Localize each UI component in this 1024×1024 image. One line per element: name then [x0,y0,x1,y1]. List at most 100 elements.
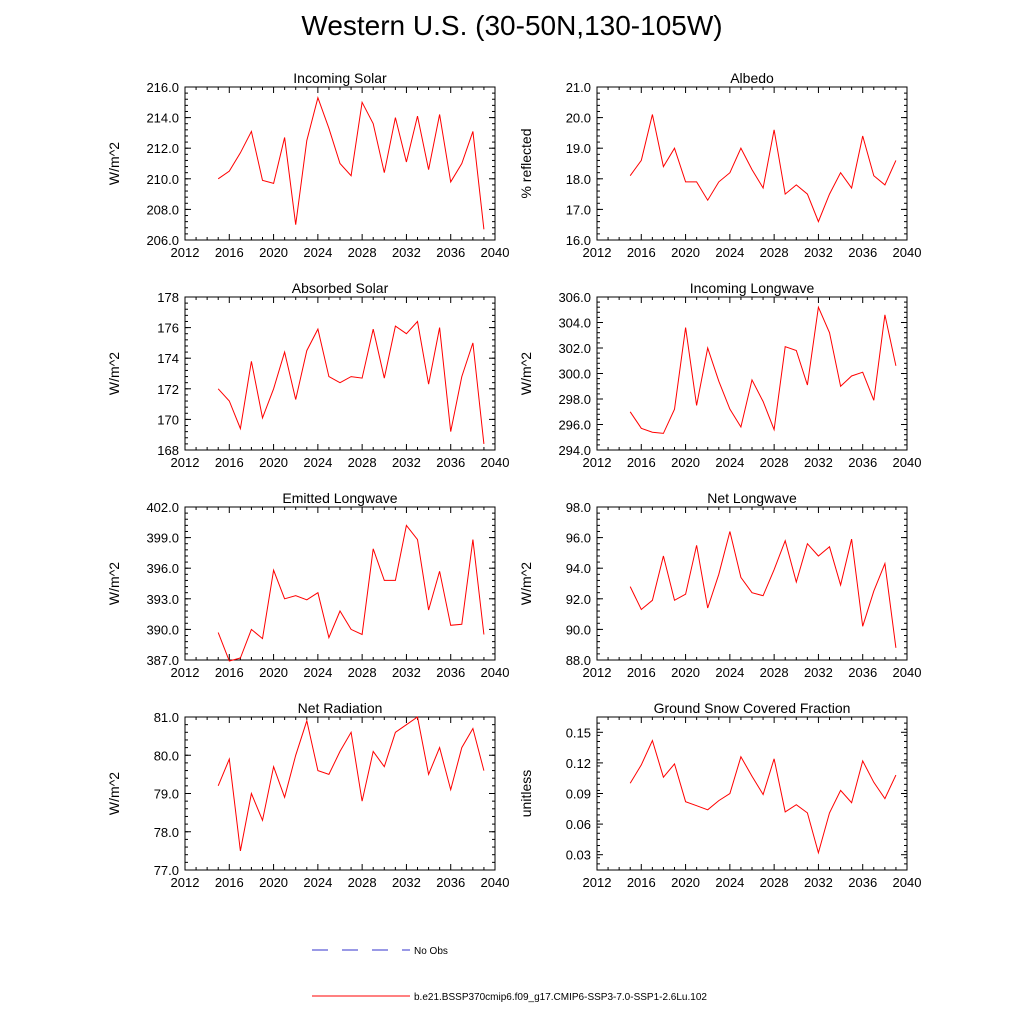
x-tick-label: 2024 [303,455,332,470]
x-tick-label: 2016 [627,875,656,890]
y-tick-label: 176 [157,321,179,336]
series-line-1 [217,524,485,662]
y-tick-label: 170 [157,412,179,427]
chart-panel-6: 2012 2016 2020 2024 2028 2032 2036 2040 88.0 90.0… [518,490,921,680]
x-tick-label: 2020 [671,875,700,890]
x-tick-label: 2016 [627,665,656,680]
y-tick-label: 88.0 [566,653,591,668]
y-tick-label: 214.0 [146,111,179,126]
y-tick-label: 94.0 [566,561,591,576]
chart-panel-5: 2012 2016 2020 2024 2028 2032 2036 2040 387.0 390… [106,490,509,680]
x-tick-label: 2024 [303,245,332,260]
x-tick-label: 2040 [481,245,510,260]
x-tick-label: 2012 [583,245,612,260]
y-tick-label: 210.0 [146,172,179,187]
x-tick-label: 2040 [481,455,510,470]
y-tick-label: 393.0 [146,592,179,607]
y-tick-label: 302.0 [558,341,591,356]
x-tick-label: 2036 [848,455,877,470]
series-line-1 [629,531,897,648]
x-tick-label: 2036 [848,665,877,680]
x-tick-label: 2032 [392,455,421,470]
x-tick-label: 2036 [848,875,877,890]
y-tick-label: 168 [157,443,179,458]
x-tick-label: 2028 [760,455,789,470]
x-tick-label: 2028 [760,245,789,260]
x-tick-label: 2016 [215,875,244,890]
chart-panel-2: 2012 2016 2020 2024 2028 2032 2036 2040 16.0 17.0… [518,70,921,260]
x-tick-label: 2040 [481,665,510,680]
legend-label-model: b.e21.BSSP370cmip6.f09_g17.CMIP6-SSP3-7.… [414,992,707,1003]
series-line-1 [217,320,485,444]
chart-panel-7: 2012 2016 2020 2024 2028 2032 2036 2040 77.0 78.0… [106,700,509,890]
x-tick-label: 2012 [171,875,200,890]
x-tick-label: 2016 [627,455,656,470]
x-tick-label: 2012 [171,665,200,680]
x-tick-label: 2020 [259,455,288,470]
x-tick-label: 2020 [671,665,700,680]
x-tick-label: 2028 [760,875,789,890]
x-tick-label: 2028 [348,245,377,260]
y-tick-label: 216.0 [146,80,179,95]
y-axis-label: % reflected [518,128,534,198]
x-tick-label: 2020 [259,245,288,260]
x-tick-label: 2028 [760,665,789,680]
x-tick-label: 2012 [583,665,612,680]
x-tick-label: 2040 [893,665,922,680]
y-tick-label: 0.15 [566,725,591,740]
y-tick-label: 298.0 [558,392,591,407]
x-tick-label: 2012 [583,875,612,890]
panel-title: Ground Snow Covered Fraction [654,700,851,716]
x-tick-label: 2032 [804,455,833,470]
x-tick-label: 2028 [348,875,377,890]
series-line-1 [629,305,897,434]
plot-frame [596,296,908,451]
legend: No Obs b.e21.BSSP370cmip6.f09_g17.CMIP6-S… [312,946,707,1003]
x-tick-label: 2024 [303,875,332,890]
panel-title: Net Radiation [298,700,383,716]
x-tick-label: 2024 [715,245,744,260]
y-tick-label: 90.0 [566,622,591,637]
y-tick-label: 79.0 [154,787,179,802]
x-tick-label: 2012 [171,245,200,260]
y-tick-label: 208.0 [146,202,179,217]
x-tick-label: 2040 [893,875,922,890]
x-tick-label: 2020 [259,875,288,890]
y-tick-label: 296.0 [558,418,591,433]
y-tick-label: 172 [157,382,179,397]
y-axis-label: W/m^2 [106,772,122,815]
y-tick-label: 0.12 [566,756,591,771]
panel-title: Net Longwave [707,490,797,506]
y-tick-label: 402.0 [146,500,179,515]
y-tick-label: 300.0 [558,367,591,382]
y-tick-label: 21.0 [566,80,591,95]
y-tick-label: 174 [157,351,179,366]
x-tick-label: 2020 [671,245,700,260]
y-tick-label: 77.0 [154,863,179,878]
x-tick-label: 2036 [436,455,465,470]
panel-title: Absorbed Solar [292,280,389,296]
x-tick-label: 2036 [436,665,465,680]
y-tick-label: 80.0 [154,748,179,763]
y-tick-label: 16.0 [566,233,591,248]
x-tick-label: 2016 [215,245,244,260]
y-tick-label: 0.03 [566,848,591,863]
y-tick-label: 98.0 [566,500,591,515]
x-tick-label: 2040 [481,875,510,890]
y-axis-label: W/m^2 [106,352,122,395]
x-tick-label: 2032 [804,245,833,260]
plot-frame [184,296,496,451]
plot-frame [596,86,908,241]
x-tick-label: 2032 [804,665,833,680]
x-tick-label: 2040 [893,245,922,260]
y-tick-label: 396.0 [146,561,179,576]
y-axis-label: W/m^2 [518,352,534,395]
x-tick-label: 2032 [804,875,833,890]
y-axis-label: unitless [518,770,534,817]
x-tick-label: 2032 [392,875,421,890]
y-tick-label: 81.0 [154,710,179,725]
y-tick-label: 18.0 [566,172,591,187]
y-tick-label: 387.0 [146,653,179,668]
x-tick-label: 2040 [893,455,922,470]
